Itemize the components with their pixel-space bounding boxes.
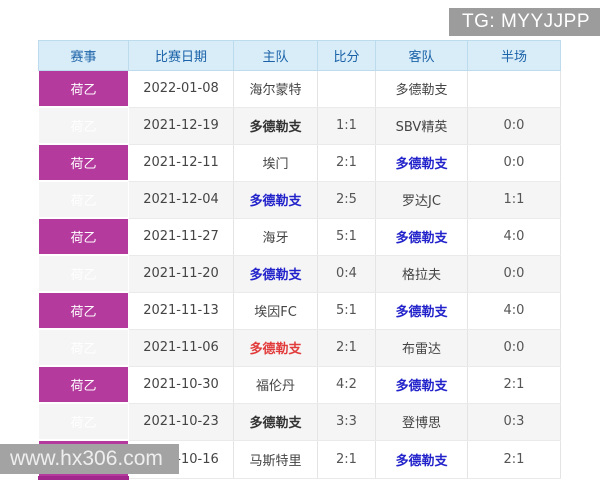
score-cell: 2:1 [317,144,376,182]
table-row: 荷乙 2021-10-23 多德勒支 3:3 登博思 0:3 [38,403,561,441]
match-date-cell: 2021-11-13 [128,292,234,330]
match-date-cell: 2021-12-04 [128,181,234,219]
halftime-score-cell: 4:0 [467,218,561,256]
league-cell: 荷乙 [38,403,129,441]
league-cell: 荷乙 [38,255,129,293]
table-row: 荷乙 2021-12-11 埃门 2:1 多德勒支 0:0 [38,144,561,182]
table-row: 荷乙 2021-10-30 福伦丹 4:2 多德勒支 2:1 [38,366,561,404]
match-date-cell: 2021-11-20 [128,255,234,293]
halftime-score-cell: 4:0 [467,292,561,330]
match-date-cell: 2021-10-30 [128,366,234,404]
column-header-half: 半场 [467,40,561,71]
league-cell: 荷乙 [38,366,129,404]
away-team-cell[interactable]: 多德勒支 [375,366,468,404]
score-cell [317,70,376,108]
home-team-cell[interactable]: 马斯特里 [233,440,318,479]
column-header-date: 比赛日期 [128,40,234,71]
away-team-cell[interactable]: 布雷达 [375,329,468,367]
table-body: 荷乙 2022-01-08 海尔蒙特 多德勒支 荷乙 2021-12-19 多德勒支 1:1 S… [38,70,561,480]
away-team-cell[interactable]: 多德勒支 [375,144,468,182]
halftime-score-cell: 0:0 [467,107,561,145]
away-team-cell[interactable]: 多德勒支 [375,440,468,479]
header-row: 赛事 比赛日期 主队 比分 客队 半场 [38,40,561,71]
score-cell: 4:2 [317,366,376,404]
halftime-score-cell: 0:0 [467,144,561,182]
table-row: 荷乙 2021-11-27 海牙 5:1 多德勒支 4:0 [38,218,561,256]
league-cell: 荷乙 [38,218,129,256]
home-team-cell[interactable]: 多德勒支 [233,329,318,367]
score-cell: 2:1 [317,440,376,479]
league-cell: 荷乙 [38,144,129,182]
match-date-cell: 2021-12-19 [128,107,234,145]
table-row: 荷乙 2021-12-19 多德勒支 1:1 SBV精英 0:0 [38,107,561,145]
score-cell: 5:1 [317,292,376,330]
league-cell: 荷乙 [38,292,129,330]
column-header-league: 赛事 [38,40,129,71]
away-team-cell[interactable]: 格拉夫 [375,255,468,293]
halftime-score-cell: 0:0 [467,329,561,367]
halftime-score-cell: 1:1 [467,181,561,219]
match-date-cell: 2021-11-06 [128,329,234,367]
table-row: 荷乙 2021-11-20 多德勒支 0:4 格拉夫 0:0 [38,255,561,293]
home-team-cell[interactable]: 福伦丹 [233,366,318,404]
score-cell: 5:1 [317,218,376,256]
match-date-cell: 2021-11-27 [128,218,234,256]
table-row: 荷乙 2021-11-13 埃因FC 5:1 多德勒支 4:0 [38,292,561,330]
table-row: 荷乙 2021-12-04 多德勒支 2:5 罗达JC 1:1 [38,181,561,219]
score-cell: 1:1 [317,107,376,145]
halftime-score-cell: 2:1 [467,440,561,479]
match-date-cell: 2022-01-08 [128,70,234,108]
score-cell: 0:4 [317,255,376,293]
table-row: 荷乙 2022-01-08 海尔蒙特 多德勒支 [38,70,561,108]
score-cell: 3:3 [317,403,376,441]
home-team-cell[interactable]: 多德勒支 [233,181,318,219]
away-team-cell[interactable]: 多德勒支 [375,292,468,330]
match-results-table-container: 赛事 比赛日期 主队 比分 客队 半场 荷乙 2022-01-08 海尔蒙特 多德勒支 荷乙 202… [38,40,561,480]
home-team-cell[interactable]: 海牙 [233,218,318,256]
away-team-cell[interactable]: SBV精英 [375,107,468,145]
site-watermark: www.hx306.com [0,444,179,474]
table-header: 赛事 比赛日期 主队 比分 客队 半场 [38,40,561,71]
away-team-cell[interactable]: 多德勒支 [375,218,468,256]
table-row: 荷乙 2021-11-06 多德勒支 2:1 布雷达 0:0 [38,329,561,367]
halftime-score-cell [467,70,561,108]
score-cell: 2:5 [317,181,376,219]
league-cell: 荷乙 [38,107,129,145]
league-cell: 荷乙 [38,329,129,367]
home-team-cell[interactable]: 多德勒支 [233,255,318,293]
away-team-cell[interactable]: 多德勒支 [375,70,468,108]
match-date-cell: 2021-10-23 [128,403,234,441]
column-header-away: 客队 [375,40,468,71]
column-header-score: 比分 [317,40,376,71]
league-cell: 荷乙 [38,70,129,108]
tg-contact-badge: TG: MYYJJPP [449,8,600,36]
home-team-cell[interactable]: 埃门 [233,144,318,182]
column-header-home: 主队 [233,40,318,71]
halftime-score-cell: 0:3 [467,403,561,441]
halftime-score-cell: 0:0 [467,255,561,293]
away-team-cell[interactable]: 罗达JC [375,181,468,219]
match-results-table: 赛事 比赛日期 主队 比分 客队 半场 荷乙 2022-01-08 海尔蒙特 多德勒支 荷乙 202… [38,40,561,480]
match-date-cell: 2021-12-11 [128,144,234,182]
home-team-cell[interactable]: 埃因FC [233,292,318,330]
halftime-score-cell: 2:1 [467,366,561,404]
score-cell: 2:1 [317,329,376,367]
home-team-cell[interactable]: 多德勒支 [233,107,318,145]
home-team-cell[interactable]: 多德勒支 [233,403,318,441]
away-team-cell[interactable]: 登博思 [375,403,468,441]
home-team-cell[interactable]: 海尔蒙特 [233,70,318,108]
league-cell: 荷乙 [38,181,129,219]
